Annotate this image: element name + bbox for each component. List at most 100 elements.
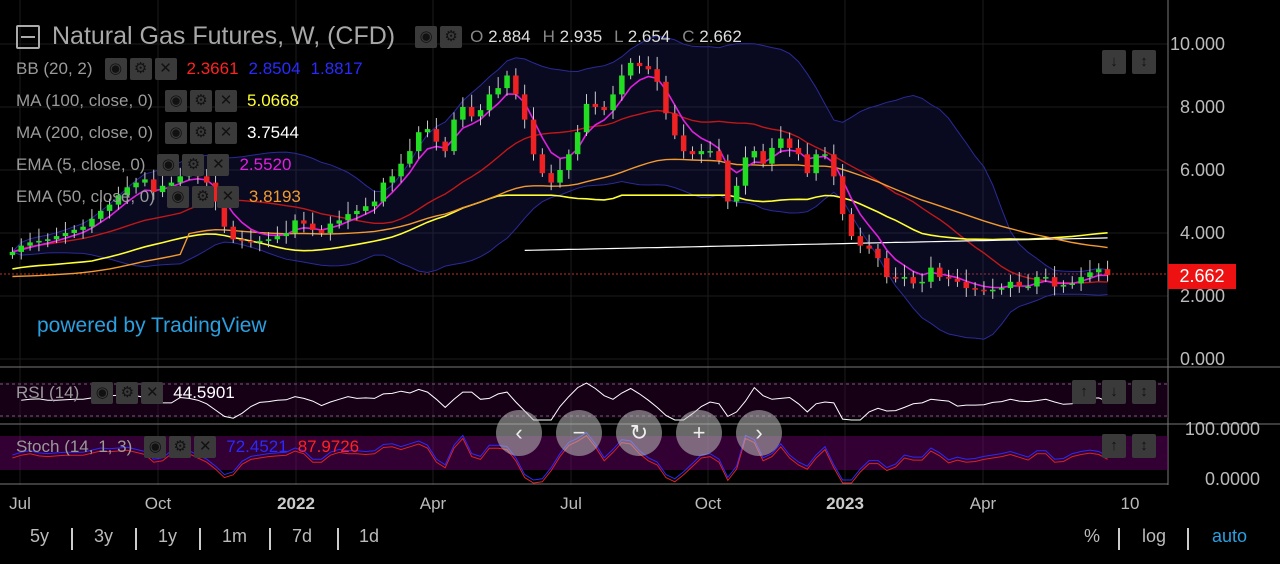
eye-icon[interactable]: ◉ xyxy=(157,154,180,176)
x-tick-label: Apr xyxy=(969,494,997,513)
candle-body xyxy=(884,258,890,278)
percent-toggle[interactable]: % xyxy=(1084,526,1101,546)
ema5-value: 2.5520 xyxy=(239,155,292,174)
y-tick-label: 4.000 xyxy=(1179,223,1225,243)
maximize-icon[interactable]: ↕ xyxy=(1132,380,1156,404)
candle-body xyxy=(636,62,643,67)
candle-body xyxy=(937,267,943,278)
candle-body xyxy=(963,281,969,289)
range-1d[interactable]: 1d xyxy=(359,526,380,546)
collapse-icon[interactable] xyxy=(16,24,40,49)
range-1m[interactable]: 1m xyxy=(222,526,248,546)
gear-icon[interactable]: ⚙ xyxy=(182,154,205,176)
candle-body xyxy=(495,88,501,95)
close-icon[interactable]: ✕ xyxy=(216,186,239,208)
candle-body xyxy=(80,226,86,230)
candle-body xyxy=(848,214,855,237)
candle-body xyxy=(451,119,457,152)
scroll-left-button[interactable]: ‹ xyxy=(496,410,542,456)
bb-lower-line xyxy=(12,180,1108,340)
candle-body xyxy=(407,151,413,164)
range-1y[interactable]: 1y xyxy=(158,526,178,546)
move-down-icon[interactable]: ↓ xyxy=(1102,50,1126,74)
candle-body xyxy=(468,107,475,117)
candle-body xyxy=(654,69,660,82)
candle-body xyxy=(1016,281,1022,287)
gear-icon[interactable]: ⚙ xyxy=(190,90,213,112)
candle-body xyxy=(71,229,77,233)
ohlc-h: H 2.935 xyxy=(542,26,603,46)
candle-body xyxy=(221,201,228,227)
move-up-icon[interactable]: ↑ xyxy=(1072,380,1096,404)
close-icon[interactable]: ✕ xyxy=(154,58,177,80)
y-tick-label: 0.0000 xyxy=(1204,469,1260,489)
candle-body xyxy=(813,154,819,174)
candle-body xyxy=(274,236,281,240)
reset-button[interactable]: ↻ xyxy=(616,410,662,456)
candle-body xyxy=(363,206,369,211)
ohlc-l: L 2.654 xyxy=(614,26,671,46)
range-5y[interactable]: 5y xyxy=(30,526,50,546)
eye-icon[interactable]: ◉ xyxy=(415,25,438,48)
candle-body xyxy=(663,81,669,114)
gear-icon[interactable]: ⚙ xyxy=(169,436,192,458)
gear-icon[interactable]: ⚙ xyxy=(191,186,214,208)
move-up-icon[interactable]: ↑ xyxy=(1102,434,1126,458)
divider xyxy=(135,528,137,550)
gear-icon[interactable]: ⚙ xyxy=(116,382,139,404)
y-tick-label: 0.000 xyxy=(1179,349,1225,369)
candle-body xyxy=(45,239,51,241)
range-3y[interactable]: 3y xyxy=(94,526,114,546)
move-down-icon[interactable]: ↓ xyxy=(1102,380,1126,404)
candle-body xyxy=(566,154,572,171)
candle-body xyxy=(1034,277,1040,287)
candle-body xyxy=(318,229,325,233)
eye-icon[interactable]: ◉ xyxy=(165,90,188,112)
gear-icon[interactable]: ⚙ xyxy=(440,25,463,48)
gear-icon[interactable]: ⚙ xyxy=(190,122,213,144)
maximize-icon[interactable]: ↕ xyxy=(1132,50,1156,74)
eye-icon[interactable]: ◉ xyxy=(144,436,167,458)
candle-body xyxy=(769,147,775,164)
candle-body xyxy=(433,129,440,142)
eye-icon[interactable]: ◉ xyxy=(104,58,127,80)
candle-body xyxy=(504,75,510,89)
eye-icon[interactable]: ◉ xyxy=(165,122,188,144)
eye-icon[interactable]: ◉ xyxy=(91,382,114,404)
candle-body xyxy=(159,185,166,193)
close-icon[interactable]: ✕ xyxy=(141,382,164,404)
candle-body xyxy=(928,267,934,282)
scroll-right-button[interactable]: › xyxy=(736,410,782,456)
auto-toggle[interactable]: auto xyxy=(1212,526,1248,546)
eye-icon[interactable]: ◉ xyxy=(166,186,189,208)
y-tick-label: 6.000 xyxy=(1179,160,1225,180)
close-icon[interactable]: ✕ xyxy=(215,90,238,112)
candle-body xyxy=(98,210,104,219)
candle-body xyxy=(645,66,652,70)
candle-body xyxy=(707,151,713,153)
candle-body xyxy=(1051,277,1058,287)
candle-body xyxy=(804,154,811,174)
close-icon[interactable]: ✕ xyxy=(215,122,238,144)
candle-body xyxy=(725,160,731,202)
close-icon[interactable]: ✕ xyxy=(194,436,217,458)
candle-body xyxy=(1069,283,1075,285)
range-7d[interactable]: 7d xyxy=(292,526,313,546)
zoom-out-button[interactable]: − xyxy=(556,410,602,456)
zoom-in-button[interactable]: + xyxy=(676,410,722,456)
close-icon[interactable]: ✕ xyxy=(207,154,230,176)
maximize-icon[interactable]: ↕ xyxy=(1132,434,1156,458)
candle-body xyxy=(133,182,139,188)
candle-body xyxy=(875,248,881,259)
y-tick-label: 8.000 xyxy=(1179,97,1225,117)
symbol-title: Natural Gas Futures, W, (CFD) xyxy=(52,22,396,50)
powered-by-tradingview[interactable]: powered by TradingView xyxy=(37,314,267,337)
candle-body xyxy=(1025,286,1031,289)
range-toolbar: 5y 3y 1y 1m 7d 1d % log auto xyxy=(0,522,1280,552)
log-toggle[interactable]: log xyxy=(1142,526,1167,546)
gear-icon[interactable]: ⚙ xyxy=(129,58,152,80)
stoch-k-value: 72.4521 xyxy=(226,437,288,456)
candle-body xyxy=(716,151,722,161)
candle-body xyxy=(548,173,554,183)
